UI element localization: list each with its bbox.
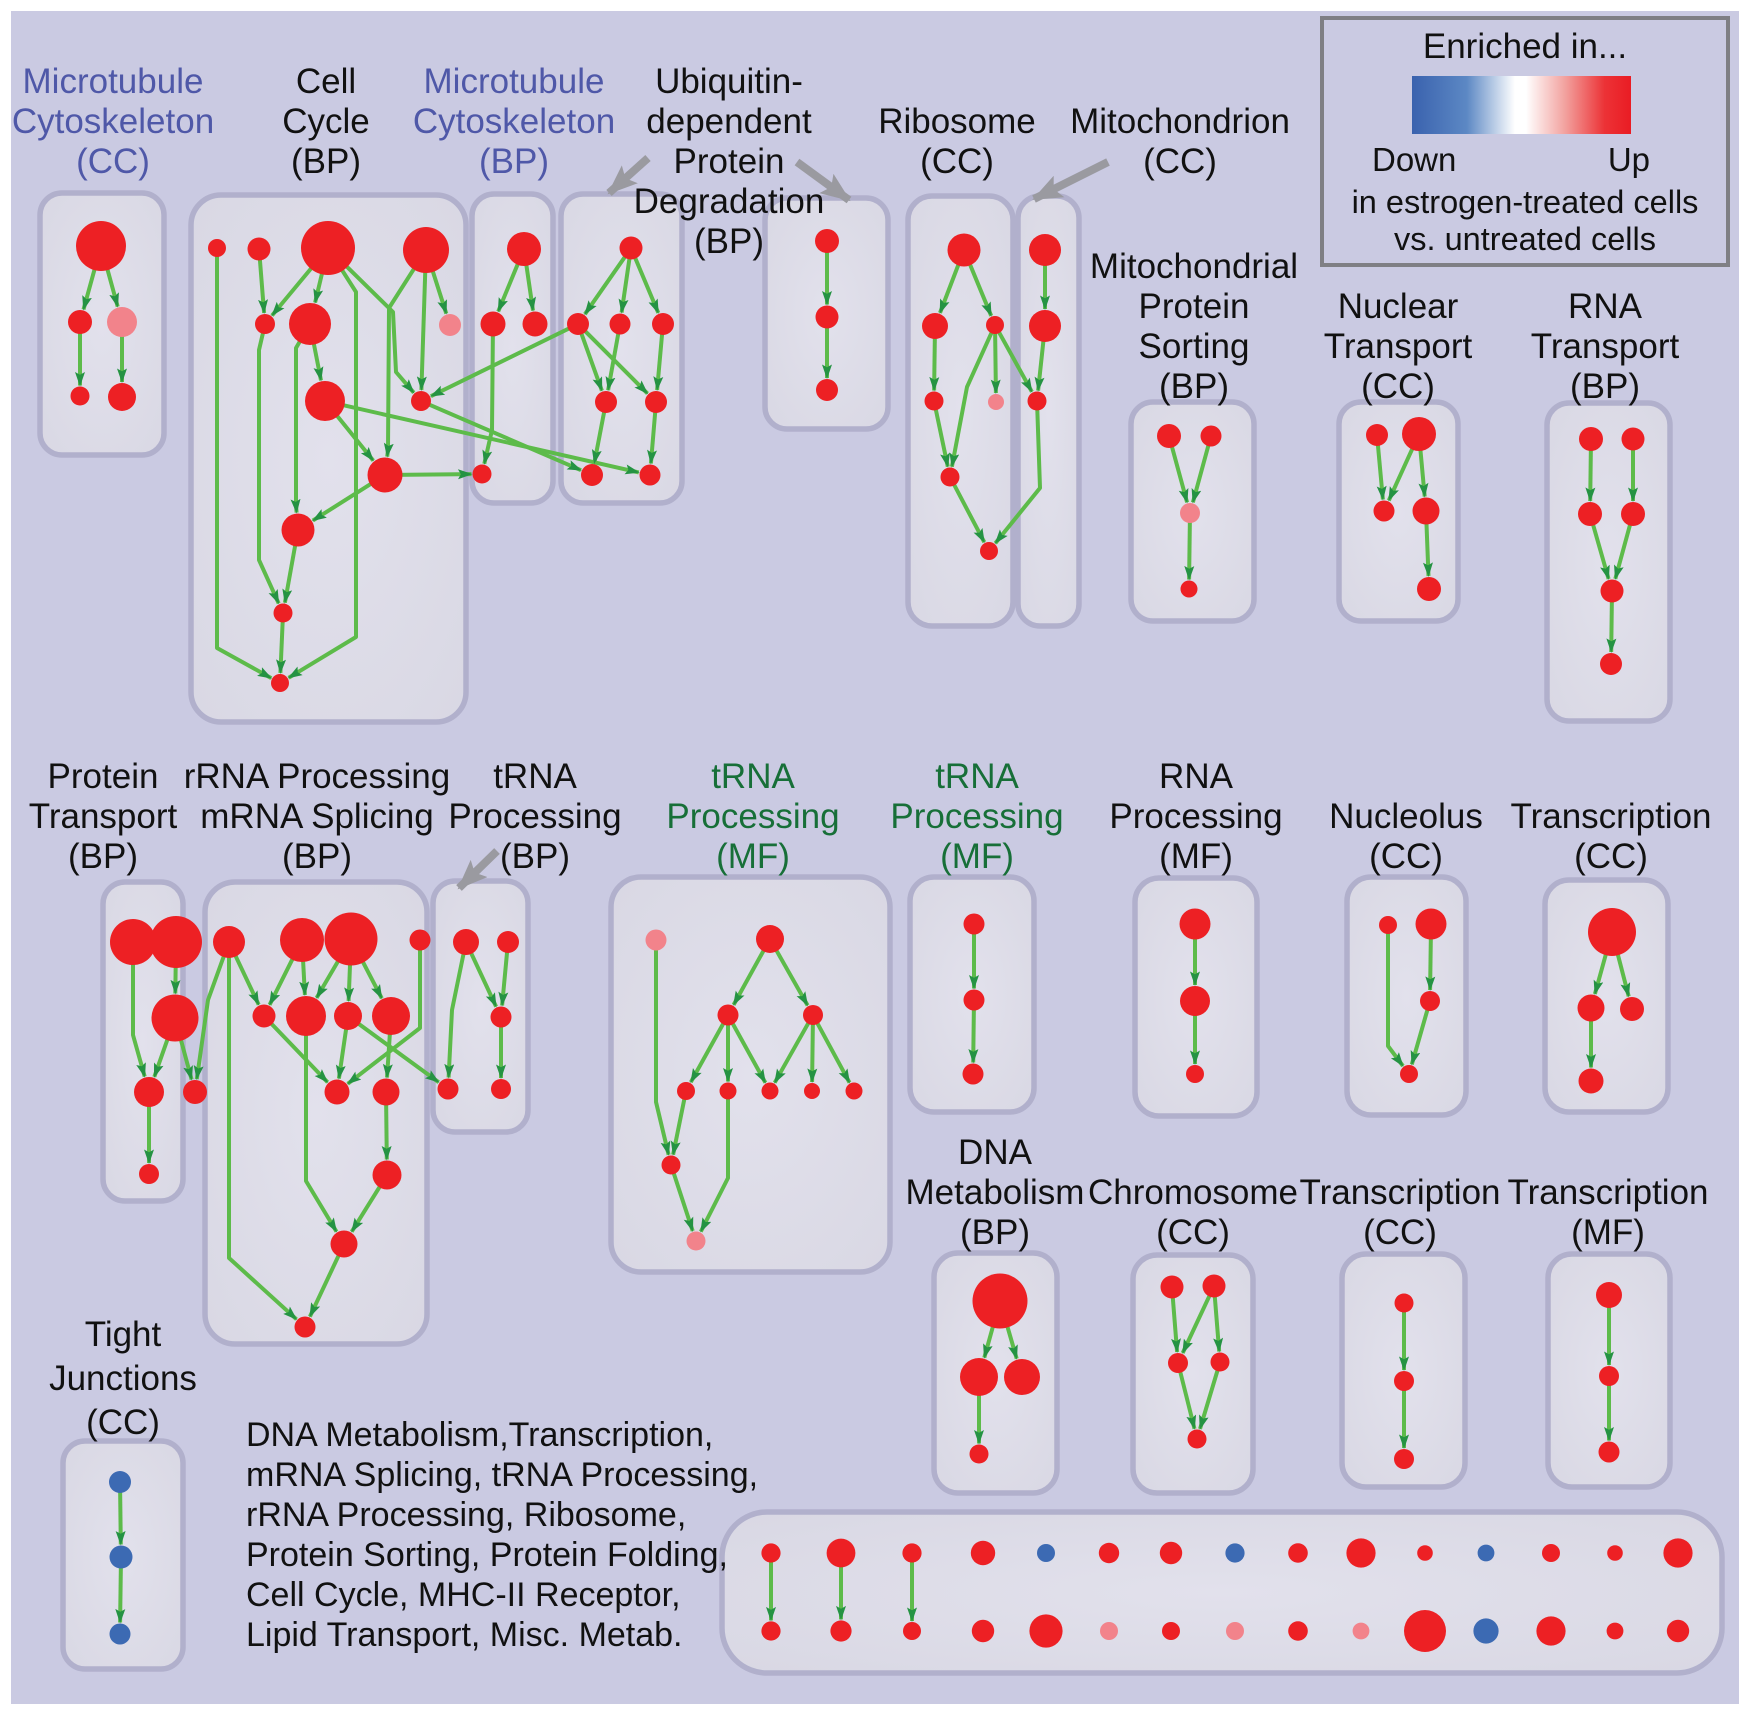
svg-text:(CC): (CC) — [1361, 367, 1435, 406]
svg-text:tRNA: tRNA — [493, 757, 577, 796]
svg-text:Degradation: Degradation — [634, 182, 825, 221]
svg-text:Cell: Cell — [296, 62, 356, 101]
svg-text:Cell Cycle, MHC-II Receptor,: Cell Cycle, MHC-II Receptor, — [246, 1576, 681, 1614]
svg-text:(BP): (BP) — [1159, 367, 1229, 406]
svg-text:Nucleolus: Nucleolus — [1329, 797, 1483, 836]
svg-text:Ubiquitin-: Ubiquitin- — [655, 62, 803, 101]
svg-text:Transport: Transport — [29, 797, 178, 836]
svg-text:mRNA Splicing, tRNA Processing: mRNA Splicing, tRNA Processing, — [246, 1456, 758, 1494]
svg-text:(CC): (CC) — [1143, 142, 1217, 181]
svg-text:DNA Metabolism,Transcription,: DNA Metabolism,Transcription, — [246, 1416, 713, 1454]
svg-text:(BP): (BP) — [960, 1213, 1030, 1252]
svg-text:(CC): (CC) — [920, 142, 994, 181]
svg-text:Processing: Processing — [1109, 797, 1282, 836]
svg-text:Mitochondrial: Mitochondrial — [1090, 247, 1298, 286]
svg-text:(BP): (BP) — [694, 222, 764, 261]
svg-text:Mitochondrion: Mitochondrion — [1070, 102, 1290, 141]
svg-text:(BP): (BP) — [500, 837, 570, 876]
svg-text:Cytoskeleton: Cytoskeleton — [12, 102, 214, 141]
svg-text:Ribosome: Ribosome — [878, 102, 1036, 141]
svg-text:Protein: Protein — [1139, 287, 1250, 326]
svg-text:Cytoskeleton: Cytoskeleton — [413, 102, 615, 141]
svg-text:Protein Sorting, Protein Foldi: Protein Sorting, Protein Folding, — [246, 1536, 728, 1574]
svg-text:Processing: Processing — [890, 797, 1063, 836]
svg-text:(MF): (MF) — [1571, 1213, 1645, 1252]
svg-text:(BP): (BP) — [1570, 367, 1640, 406]
svg-text:Microtubule: Microtubule — [424, 62, 605, 101]
svg-text:Up: Up — [1608, 141, 1650, 178]
svg-text:Junctions: Junctions — [49, 1359, 197, 1398]
svg-text:rRNA Processing, Ribosome,: rRNA Processing, Ribosome, — [246, 1496, 686, 1534]
svg-text:(MF): (MF) — [716, 837, 790, 876]
svg-text:(MF): (MF) — [1159, 837, 1233, 876]
svg-text:dependent: dependent — [646, 102, 812, 141]
svg-text:vs. untreated cells: vs. untreated cells — [1394, 221, 1656, 257]
svg-text:(CC): (CC) — [1156, 1213, 1230, 1252]
svg-text:Transcription: Transcription — [1300, 1173, 1501, 1212]
svg-text:Cycle: Cycle — [282, 102, 370, 141]
svg-text:Nuclear: Nuclear — [1338, 287, 1459, 326]
svg-text:(BP): (BP) — [68, 837, 138, 876]
svg-text:(CC): (CC) — [1363, 1213, 1437, 1252]
svg-text:Protein: Protein — [48, 757, 159, 796]
svg-text:(MF): (MF) — [940, 837, 1014, 876]
svg-text:Tight: Tight — [85, 1315, 162, 1354]
svg-text:Processing: Processing — [448, 797, 621, 836]
svg-text:mRNA Splicing: mRNA Splicing — [200, 797, 433, 836]
svg-text:(CC): (CC) — [86, 1403, 160, 1442]
svg-text:Processing: Processing — [666, 797, 839, 836]
svg-text:DNA: DNA — [958, 1133, 1033, 1172]
svg-text:Down: Down — [1372, 141, 1456, 178]
svg-text:Transcription: Transcription — [1508, 1173, 1709, 1212]
svg-text:(CC): (CC) — [1574, 837, 1648, 876]
svg-text:Transport: Transport — [1324, 327, 1473, 366]
svg-text:Sorting: Sorting — [1139, 327, 1250, 366]
svg-text:Transcription: Transcription — [1511, 797, 1712, 836]
svg-text:in estrogen-treated cells: in estrogen-treated cells — [1352, 184, 1699, 220]
svg-text:tRNA: tRNA — [935, 757, 1019, 796]
svg-text:Enriched in...: Enriched in... — [1423, 27, 1627, 66]
svg-text:tRNA: tRNA — [711, 757, 795, 796]
svg-text:RNA: RNA — [1568, 287, 1643, 326]
svg-text:(BP): (BP) — [479, 142, 549, 181]
svg-text:(CC): (CC) — [1369, 837, 1443, 876]
svg-text:Microtubule: Microtubule — [23, 62, 204, 101]
svg-text:Chromosome: Chromosome — [1088, 1173, 1298, 1212]
svg-text:rRNA Processing: rRNA Processing — [184, 757, 450, 796]
svg-text:Transport: Transport — [1531, 327, 1680, 366]
svg-text:(BP): (BP) — [291, 142, 361, 181]
svg-text:Lipid Transport, Misc. Metab.: Lipid Transport, Misc. Metab. — [246, 1616, 683, 1654]
svg-text:(CC): (CC) — [76, 142, 150, 181]
svg-text:Metabolism: Metabolism — [906, 1173, 1085, 1212]
svg-text:(BP): (BP) — [282, 837, 352, 876]
svg-text:RNA: RNA — [1159, 757, 1234, 796]
svg-text:Protein: Protein — [674, 142, 785, 181]
